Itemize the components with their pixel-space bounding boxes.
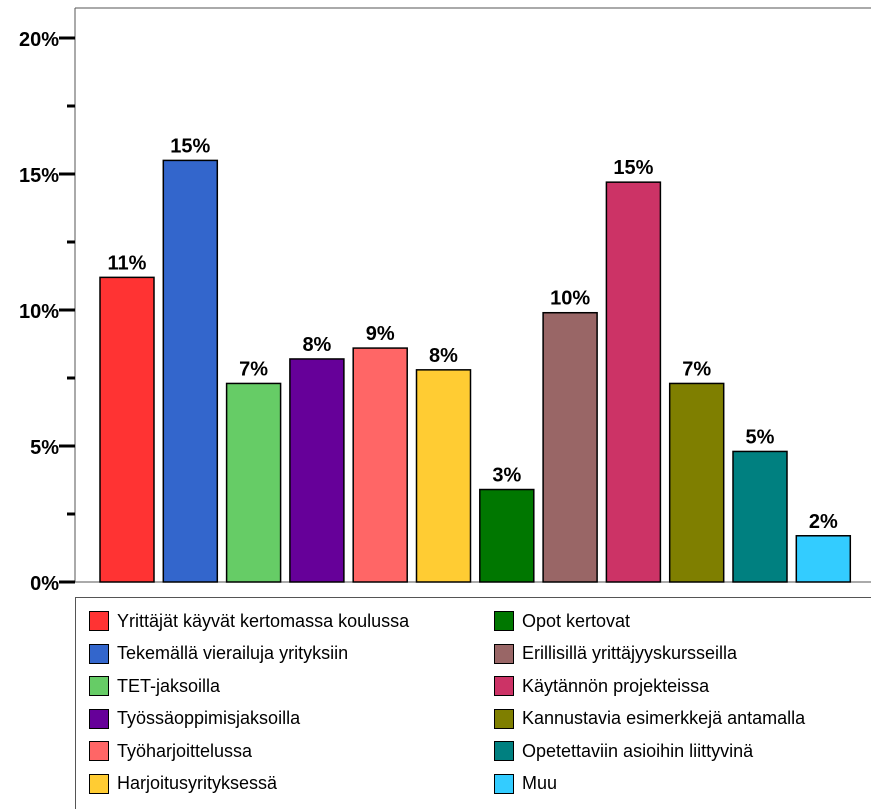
legend-item: Erillisillä yrittäjyyskursseilla: [494, 641, 737, 667]
legend-swatch: [89, 708, 109, 729]
bar-value-label: 9%: [366, 323, 395, 345]
bar: [732, 450, 788, 583]
legend-swatch: [494, 643, 514, 664]
bar: [225, 382, 282, 583]
legend-item: Työharjoittelussa: [89, 738, 252, 764]
y-tick-label: 15%: [19, 165, 59, 187]
legend-label: Yrittäjät käyvät kertomassa koulussa: [117, 610, 410, 631]
bar-value-label: 2%: [809, 511, 838, 533]
y-tick-label: 20%: [19, 29, 59, 51]
bar: [795, 535, 852, 583]
legend-item: Kannustavia esimerkkejä antamalla: [494, 706, 805, 732]
bar-value-label: 10%: [550, 288, 590, 310]
bar-value-label: 7%: [239, 358, 268, 380]
legend-swatch: [89, 676, 109, 696]
y-tick-label: 10%: [19, 301, 59, 323]
bar: [668, 382, 725, 583]
legend-item: TET-jaksoilla: [89, 673, 220, 699]
legend-swatch: [89, 643, 109, 664]
legend-swatch: [494, 773, 514, 794]
data-labels: 11% 15% 7% 8% 9% 8% 3% 10% 15% 7% 5% 2%: [108, 135, 838, 532]
y-tick-label: 5%: [30, 437, 59, 459]
bar: [162, 159, 219, 583]
legend-item: Opot kertovat: [494, 608, 630, 634]
legend-label: Työssäoppimisjaksoilla: [117, 708, 301, 728]
bar-value-label: 3%: [492, 465, 521, 487]
legend-swatch: [89, 741, 109, 761]
bar: [605, 181, 662, 583]
bar-chart: 0% 5% 10% 15% 20% 11% 15% 7% 8% 9% 8% 3% 10% 15% 7% 5%…: [19, 7, 871, 595]
y-tick-label: 0%: [30, 573, 59, 595]
bar-value-label: 5%: [746, 426, 775, 448]
legend-swatch: [89, 773, 109, 794]
legend-label: Käytännön projekteissa: [522, 675, 710, 696]
legend: Yrittäjät käyvät kertomassa koulussa Teke…: [75, 597, 871, 809]
legend-item: Opetettaviin asioihin liittyvinä: [494, 738, 753, 764]
legend-swatch: [494, 741, 514, 761]
legend-swatch: [89, 611, 109, 631]
bar: [352, 347, 408, 583]
legend-item: Yrittäjät käyvät kertomassa koulussa: [89, 608, 409, 634]
bar-value-label: 15%: [170, 135, 210, 157]
bar: [289, 358, 345, 583]
legend-label: Muu: [522, 773, 558, 793]
legend-label: Erillisillä yrittäjyyskursseilla: [522, 643, 738, 663]
bar: [542, 311, 598, 583]
legend-swatch: [494, 708, 514, 729]
bars: [99, 159, 852, 583]
legend-label: Kannustavia esimerkkejä antamalla: [522, 708, 806, 728]
bar-value-label: 15%: [613, 157, 653, 179]
legend-label: Opetettaviin asioihin liittyvinä: [522, 740, 754, 761]
bar-value-label: 7%: [682, 358, 711, 380]
legend-label: Harjoitusyrityksessä: [117, 773, 278, 793]
bar-value-label: 8%: [302, 334, 331, 356]
legend-label: Tekemällä vierailuja yrityksiin: [117, 643, 349, 663]
legend-item: Muu: [494, 771, 557, 797]
legend-swatch: [494, 611, 514, 631]
legend-label: TET-jaksoilla: [117, 675, 221, 696]
legend-item: Käytännön projekteissa: [494, 673, 709, 699]
legend-item: Tekemällä vierailuja yrityksiin: [89, 641, 348, 667]
bar: [99, 276, 155, 583]
bar-value-label: 11%: [108, 252, 147, 274]
legend-label: Työharjoittelussa: [117, 740, 253, 761]
bar: [479, 488, 535, 583]
bar-value-label: 8%: [429, 345, 458, 367]
legend-item: Harjoitusyrityksessä: [89, 771, 277, 797]
legend-item: Työssäoppimisjaksoilla: [89, 706, 300, 732]
legend-swatch: [494, 676, 514, 696]
legend-label: Opot kertovat: [522, 610, 631, 631]
bar: [415, 369, 472, 583]
